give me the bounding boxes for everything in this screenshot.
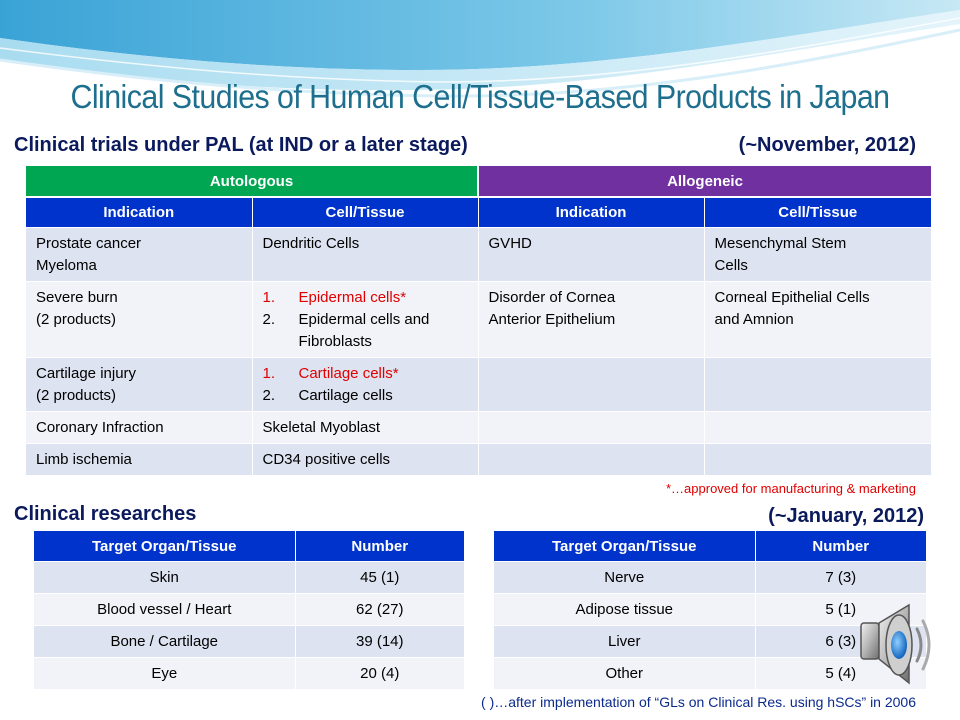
cell-tissue-line: Skeletal Myoblast <box>262 419 381 436</box>
allogeneic-cell-tissue-cell <box>704 411 932 444</box>
table-row: Prostate cancer Myeloma Dendritic Cells … <box>26 227 932 282</box>
slide-title: Clinical Studies of Human Cell/Tissue-Ba… <box>70 78 890 115</box>
allogeneic-indication-cell <box>478 411 705 444</box>
research-table-left: Target Organ/Tissue Number Skin 45 (1) B… <box>34 531 464 689</box>
approved-list-item: 1. Cartilage cells* <box>263 363 468 385</box>
column-header-cell-tissue: Cell/Tissue <box>704 196 932 228</box>
allogeneic-indication-cell: GVHD <box>478 227 705 282</box>
column-header-indication: Indication <box>26 196 253 228</box>
column-header-number: Number <box>755 531 926 562</box>
table-row: Blood vessel / Heart 62 (27) <box>34 593 464 626</box>
list-text: Epidermal cells* <box>298 289 407 306</box>
table-row: Skin 45 (1) <box>34 561 464 594</box>
allogeneic-cell-tissue-cell <box>704 443 932 475</box>
list-number: 2. <box>262 387 276 404</box>
autologous-indication-cell: Coronary Infraction <box>26 411 253 444</box>
header-wave-decoration <box>0 0 960 98</box>
approval-note: *…approved for manufacturing & marketing <box>665 481 916 496</box>
list-text: Cartilage cells* <box>298 365 399 382</box>
indication-line: Cartilage injury <box>36 365 137 382</box>
list-number: 1. <box>262 365 276 382</box>
indication-line: Myeloma <box>36 257 97 274</box>
indication-line: Prostate cancer <box>36 235 142 252</box>
table-row: Coronary Infraction Skeletal Myoblast <box>26 411 932 444</box>
organ-cell: Skin <box>34 561 296 594</box>
column-header-target-organ: Target Organ/Tissue <box>34 531 296 562</box>
table-row: Nerve 7 (3) <box>494 561 926 594</box>
trials-heading: Clinical trials under PAL (at IND or a l… <box>14 134 468 156</box>
research-heading: Clinical researches <box>14 503 197 525</box>
trials-date: (~November, 2012) <box>738 134 916 156</box>
list-item: 2. Epidermal cells and Fibroblasts <box>263 309 468 353</box>
number-cell: 45 (1) <box>295 561 464 594</box>
list-number: 1. <box>262 289 276 306</box>
organ-cell: Nerve <box>494 561 756 594</box>
allogeneic-indication-cell: Disorder of Cornea Anterior Epithelium <box>478 281 705 358</box>
autologous-indication-cell: Prostate cancer Myeloma <box>26 227 253 282</box>
organ-cell: Other <box>494 657 756 689</box>
column-header-target-organ: Target Organ/Tissue <box>494 531 756 562</box>
organ-cell: Adipose tissue <box>494 593 756 626</box>
organ-cell: Bone / Cartilage <box>34 625 296 658</box>
clinical-trials-table: Autologous Allogeneic Indication Cell/Ti… <box>26 166 932 475</box>
allogeneic-cell-tissue-cell <box>704 357 932 412</box>
speaker-icon[interactable] <box>855 601 935 693</box>
indication-line: (2 products) <box>36 311 117 328</box>
column-header-cell-tissue: Cell/Tissue <box>252 196 479 228</box>
autologous-indication-cell: Cartilage injury (2 products) <box>26 357 253 412</box>
allogeneic-indication-cell <box>478 357 705 412</box>
table-row: Bone / Cartilage 39 (14) <box>34 625 464 658</box>
allogeneic-cell-tissue-cell: Mesenchymal Stem Cells <box>704 227 932 282</box>
organ-cell: Eye <box>34 657 296 689</box>
table-row: Other 5 (4) <box>494 657 926 689</box>
organ-cell: Liver <box>494 625 756 658</box>
list-number: 2. <box>262 311 276 328</box>
indication-line: Coronary Infraction <box>36 419 164 436</box>
autologous-indication-cell: Severe burn (2 products) <box>26 281 253 358</box>
number-cell: 7 (3) <box>755 561 926 594</box>
table-row: Severe burn (2 products) 1. Epidermal ce… <box>26 281 932 358</box>
indication-line: (2 products) <box>36 387 117 404</box>
list-text: Epidermal cells and Fibroblasts <box>298 311 430 350</box>
indication-line: GVHD <box>488 235 532 252</box>
allogeneic-indication-cell <box>478 443 705 475</box>
autologous-cell-tissue-cell: Dendritic Cells <box>252 227 479 282</box>
organ-cell: Blood vessel / Heart <box>34 593 296 626</box>
autologous-cell-tissue-cell: 1. Epidermal cells* 2. Epidermal cells a… <box>252 281 479 358</box>
number-cell: 39 (14) <box>295 625 464 658</box>
indication-line: Severe burn <box>36 289 118 306</box>
indication-line: Anterior Epithelium <box>488 311 616 328</box>
indication-line: Limb ischemia <box>36 451 132 468</box>
list-text: Cartilage cells <box>298 387 393 404</box>
cell-tissue-line: CD34 positive cells <box>262 451 391 468</box>
research-date: (~January, 2012) <box>768 505 924 527</box>
number-cell: 20 (4) <box>295 657 464 689</box>
column-header-indication: Indication <box>478 196 705 228</box>
autologous-cell-tissue-cell: Skeletal Myoblast <box>252 411 479 444</box>
table-row: Cartilage injury (2 products) 1. Cartila… <box>26 357 932 412</box>
table-row: Eye 20 (4) <box>34 657 464 689</box>
autologous-cell-tissue-cell: 1. Cartilage cells* 2. Cartilage cells <box>252 357 479 412</box>
autologous-indication-cell: Limb ischemia <box>26 443 253 475</box>
cell-tissue-line: Dendritic Cells <box>262 235 360 252</box>
number-cell: 62 (27) <box>295 593 464 626</box>
column-header-number: Number <box>295 531 464 562</box>
list-item: 2. Cartilage cells <box>263 385 468 407</box>
approved-list-item: 1. Epidermal cells* <box>263 287 468 309</box>
cell-tissue-line: and Amnion <box>714 311 794 328</box>
autologous-cell-tissue-cell: CD34 positive cells <box>252 443 479 475</box>
table-row: Limb ischemia CD34 positive cells <box>26 443 932 475</box>
cell-tissue-line: Mesenchymal Stem <box>714 235 847 252</box>
group-header-autologous: Autologous <box>26 166 480 197</box>
cell-tissue-line: Cells <box>714 257 748 274</box>
group-header-allogeneic: Allogeneic <box>478 166 932 197</box>
allogeneic-cell-tissue-cell: Corneal Epithelial Cells and Amnion <box>704 281 932 358</box>
research-footnote: ( )…after implementation of “GLs on Clin… <box>481 694 916 710</box>
cell-tissue-line: Corneal Epithelial Cells <box>714 289 870 306</box>
indication-line: Disorder of Cornea <box>488 289 616 306</box>
